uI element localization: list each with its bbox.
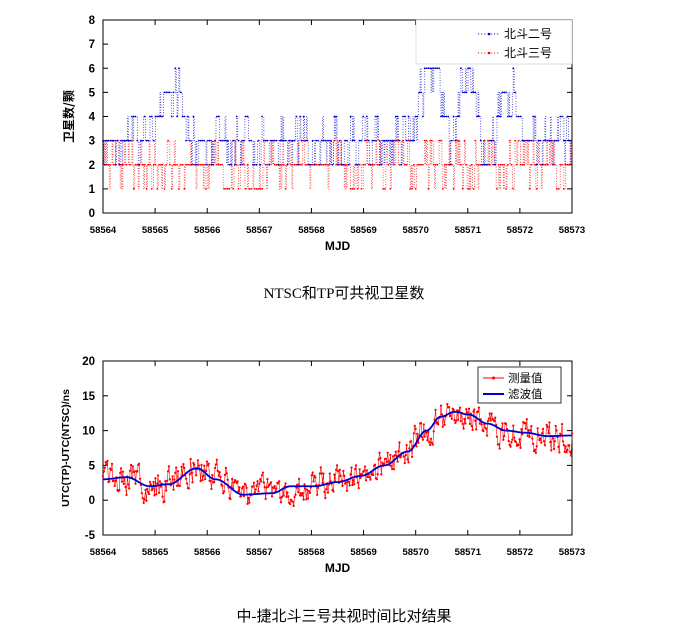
svg-text:4: 4	[89, 112, 96, 124]
svg-text:58568: 58568	[298, 225, 324, 236]
svg-text:0: 0	[89, 495, 95, 507]
svg-text:58573: 58573	[559, 547, 585, 558]
svg-text:58570: 58570	[402, 547, 428, 558]
svg-text:58567: 58567	[246, 225, 272, 236]
svg-text:58571: 58571	[455, 225, 482, 236]
svg-text:58572: 58572	[507, 225, 533, 236]
svg-text:58564: 58564	[90, 225, 117, 236]
svg-text:0: 0	[89, 208, 95, 220]
svg-text:58564: 58564	[90, 547, 117, 558]
svg-text:7: 7	[89, 39, 95, 51]
svg-text:卫星数/颗: 卫星数/颗	[60, 90, 77, 143]
svg-text:3: 3	[89, 136, 95, 148]
svg-text:MJD: MJD	[325, 239, 351, 253]
svg-text:58570: 58570	[402, 225, 428, 236]
svg-text:58566: 58566	[194, 225, 220, 236]
svg-text:58568: 58568	[298, 547, 324, 558]
svg-text:UTC(TP)-UTC(NTSC)/ns: UTC(TP)-UTC(NTSC)/ns	[60, 389, 72, 507]
svg-text:6: 6	[89, 63, 95, 75]
svg-text:58569: 58569	[350, 547, 376, 558]
svg-text:北斗二号: 北斗二号	[504, 25, 552, 42]
svg-text:58571: 58571	[455, 547, 482, 558]
svg-text:MJD: MJD	[325, 561, 351, 575]
svg-text:58573: 58573	[559, 225, 585, 236]
svg-text:15: 15	[82, 391, 95, 403]
svg-text:测量值: 测量值	[508, 370, 543, 386]
svg-text:8: 8	[89, 15, 96, 27]
svg-text:58567: 58567	[246, 547, 272, 558]
svg-text:10: 10	[82, 426, 95, 438]
svg-text:2: 2	[89, 160, 95, 172]
svg-text:北斗三号: 北斗三号	[504, 44, 552, 61]
svg-text:-5: -5	[85, 530, 96, 542]
svg-text:58566: 58566	[194, 547, 220, 558]
svg-text:58572: 58572	[507, 547, 533, 558]
svg-text:5: 5	[89, 460, 96, 472]
svg-text:58565: 58565	[142, 225, 169, 236]
svg-text:1: 1	[89, 184, 96, 196]
svg-text:滤波值: 滤波值	[508, 386, 543, 402]
svg-text:58569: 58569	[350, 225, 376, 236]
svg-text:5: 5	[89, 87, 96, 99]
svg-text:58565: 58565	[142, 547, 169, 558]
svg-text:20: 20	[82, 356, 95, 368]
